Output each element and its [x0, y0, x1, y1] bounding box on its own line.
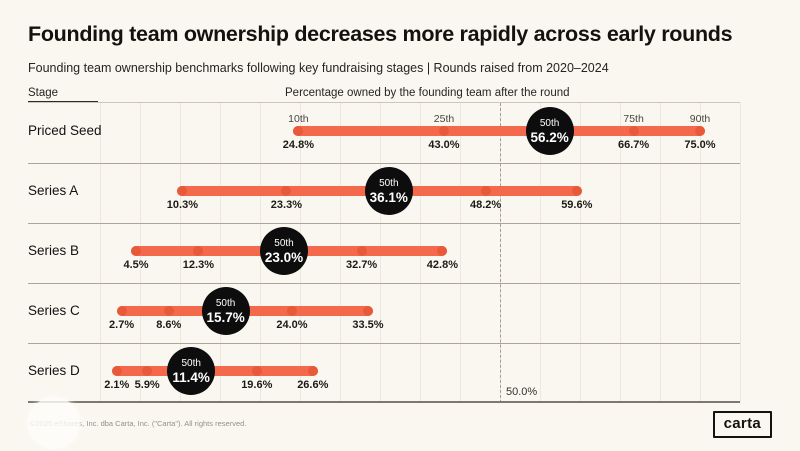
percentile-dot	[116, 306, 127, 316]
percentile-dot	[628, 126, 639, 136]
gridline	[660, 103, 661, 403]
percentile-dot	[142, 366, 153, 376]
percentile-dot	[131, 246, 141, 256]
percentile-dot	[571, 186, 582, 196]
gridline	[620, 103, 621, 403]
percentile-dot	[437, 246, 448, 256]
median-badge-percentile: 50th	[539, 117, 560, 129]
median-badge-percentile: 50th	[379, 177, 399, 189]
value-label: 24.8%	[282, 139, 314, 151]
gridline	[540, 103, 541, 403]
gridline	[700, 103, 701, 403]
chart-top-border	[28, 102, 740, 103]
percentile-dot	[356, 246, 367, 256]
value-label: 43.0%	[428, 139, 460, 151]
value-label: 12.3%	[182, 259, 214, 271]
median-badge: 50th 23.0%	[260, 227, 308, 275]
median-badge: 50th 36.1%	[364, 167, 413, 215]
percentile-header-label: 25th	[433, 113, 455, 125]
median-badge-value: 15.7%	[206, 309, 245, 325]
value-label: 8.6%	[156, 319, 182, 331]
chart-bottom-border	[28, 401, 740, 403]
range-bar	[293, 126, 705, 136]
median-badge: 50th 56.2%	[525, 107, 574, 155]
median-badge: 50th 11.4%	[167, 347, 216, 395]
row-separator	[28, 163, 740, 164]
subtitle: Founding team ownership benchmarks follo…	[28, 61, 609, 75]
watermark-circle	[28, 397, 80, 449]
median-badge-value: 36.1%	[369, 189, 408, 205]
value-label: 75.0%	[684, 139, 716, 151]
percentile-dot	[439, 126, 449, 136]
chart-area: 50.0% Priced Seed 24.8% 10th 43.0% 25th 66.7% 7…	[28, 103, 741, 403]
gridline	[460, 103, 461, 403]
value-label: 26.6%	[297, 379, 329, 391]
copyright-text: ©2025 eShares, Inc. dba Carta, Inc. ("Ca…	[30, 419, 247, 428]
median-badge: 50th 15.7%	[201, 287, 250, 335]
median-badge-percentile: 50th	[215, 297, 236, 309]
percentile-dot	[281, 186, 292, 196]
value-label: 24.0%	[276, 319, 308, 331]
value-label: 48.2%	[469, 199, 502, 211]
reference-line	[500, 103, 501, 403]
gridline	[580, 103, 581, 403]
carta-logo: carta	[712, 411, 772, 438]
percentile-dot	[251, 366, 262, 376]
percentile-dot	[307, 366, 318, 376]
value-label: 33.5%	[352, 319, 384, 331]
page-title: Founding team ownership decreases more r…	[28, 22, 733, 46]
value-label: 32.7%	[345, 259, 378, 271]
row-separator	[28, 343, 740, 344]
value-label: 2.1%	[104, 379, 130, 391]
percentile-dot	[480, 186, 491, 196]
gridline	[100, 103, 101, 403]
value-label: 10.3%	[166, 199, 198, 211]
gridline	[740, 103, 741, 403]
median-badge-percentile: 50th	[181, 357, 201, 369]
percentile-dot	[163, 306, 174, 316]
value-label: 23.3%	[270, 199, 302, 211]
value-label: 5.9%	[134, 379, 160, 391]
value-column-header: Percentage owned by the founding team af…	[285, 87, 570, 99]
percentile-dot	[193, 246, 204, 256]
percentile-header-label: 75th	[623, 113, 644, 125]
value-label: 19.6%	[241, 379, 273, 391]
percentile-dot	[363, 306, 373, 316]
row-separator	[28, 223, 740, 224]
median-badge-value: 23.0%	[264, 249, 304, 265]
percentile-header-label: 10th	[288, 113, 309, 125]
median-badge-percentile: 50th	[274, 237, 294, 249]
stage-label: Series A	[28, 183, 79, 198]
percentile-header-label: 90th	[689, 113, 711, 125]
percentile-dot	[111, 366, 122, 376]
reference-line-label: 50.0%	[506, 386, 538, 398]
value-label: 4.5%	[123, 259, 149, 271]
value-label: 42.8%	[426, 259, 458, 271]
median-badge-value: 11.4%	[172, 369, 210, 385]
stage-label: Series D	[28, 363, 80, 378]
stage-label: Priced Seed	[28, 123, 102, 138]
row-separator	[28, 283, 740, 284]
stage-column-header: Stage	[28, 87, 59, 99]
percentile-dot	[293, 126, 304, 136]
median-badge-value: 56.2%	[530, 129, 569, 145]
value-label: 66.7%	[617, 139, 650, 151]
percentile-dot	[177, 186, 188, 196]
value-label: 2.7%	[109, 319, 135, 331]
stage-label: Series C	[28, 303, 80, 318]
percentile-dot	[287, 306, 297, 316]
stage-label: Series B	[28, 243, 80, 258]
value-label: 59.6%	[561, 199, 593, 211]
percentile-dot	[695, 126, 705, 136]
